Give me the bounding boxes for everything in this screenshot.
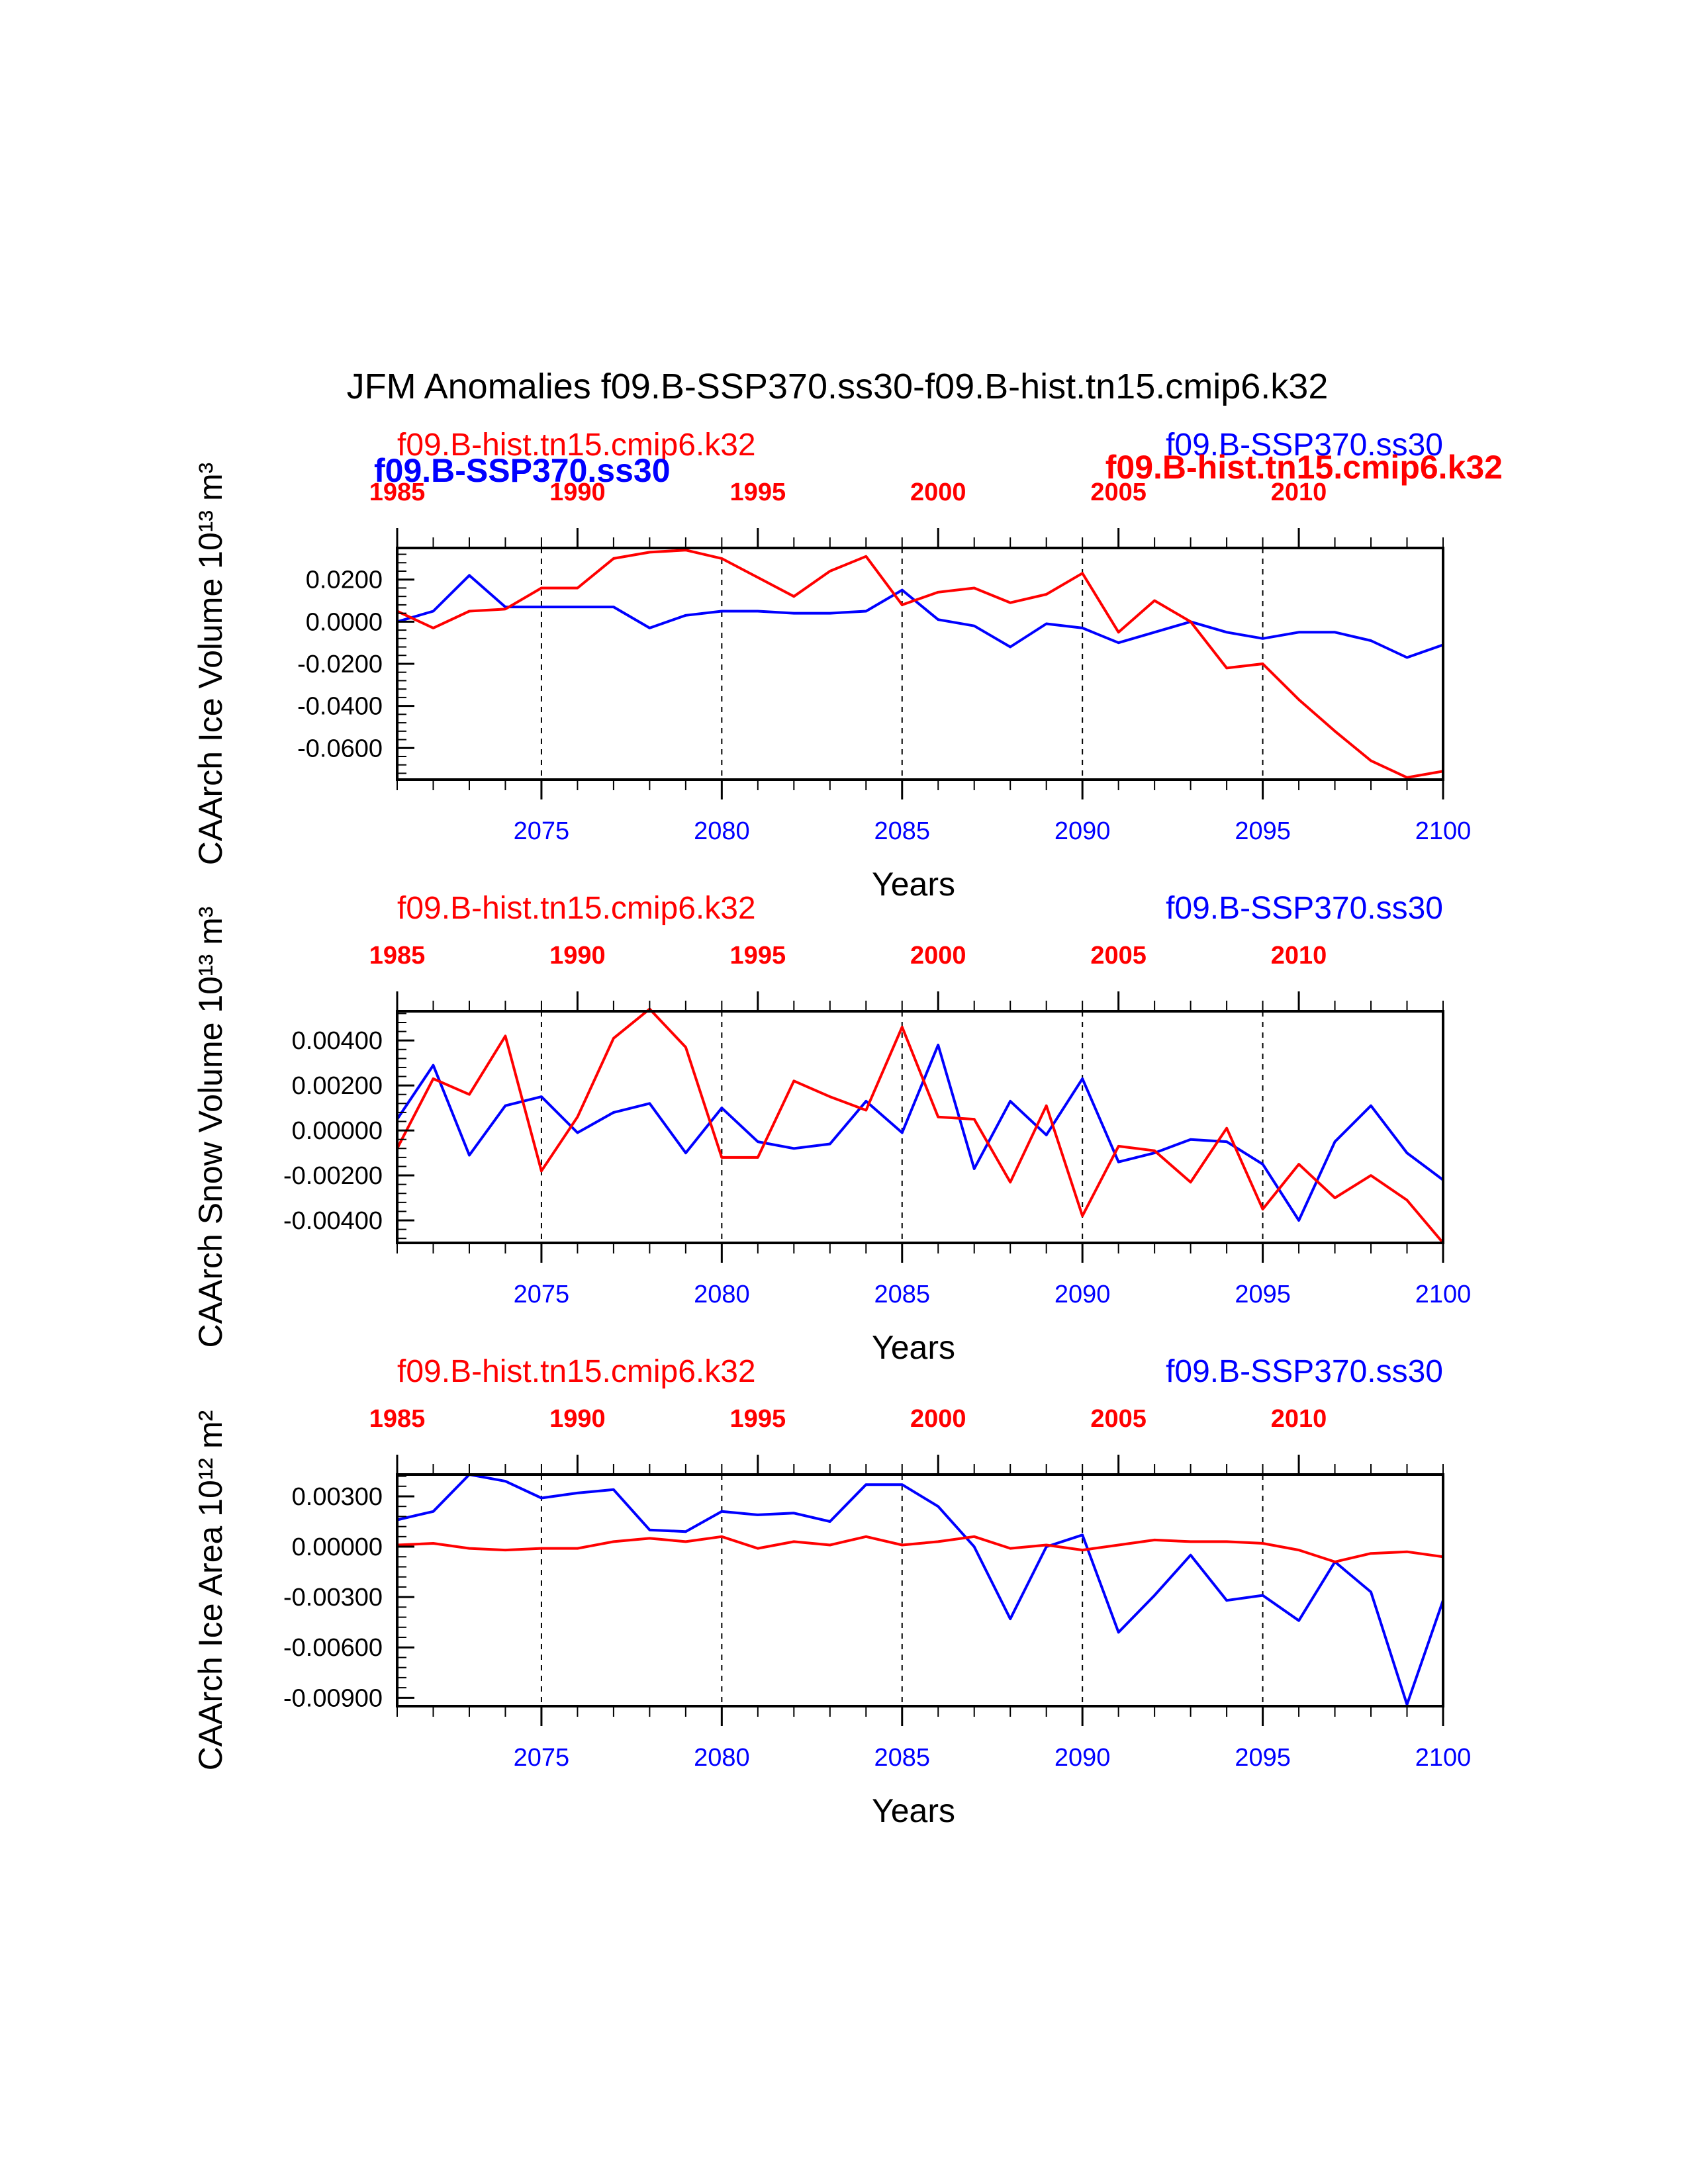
x-axis-label: Years [872, 1792, 955, 1829]
x-top-tick-label: 1995 [730, 942, 786, 970]
x-bottom-tick-label: 2085 [874, 817, 930, 845]
series-label-hist-bold: f09.B-hist.tn15.cmip6.k32 [1105, 449, 1503, 486]
y-tick-label: -0.00900 [283, 1684, 383, 1712]
x-bottom-tick-label: 2075 [514, 1744, 570, 1772]
x-axis-label: Years [872, 866, 955, 903]
y-tick-label: 0.00000 [292, 1533, 383, 1561]
x-top-tick-label: 2005 [1090, 1405, 1147, 1433]
x-bottom-tick-label: 2080 [694, 817, 750, 845]
x-top-tick-label: 2000 [910, 1405, 966, 1433]
y-tick-label: -0.00600 [283, 1634, 383, 1662]
series-label-ssp370: f09.B-SSP370.ss30 [1166, 428, 1443, 463]
series-label-hist: f09.B-hist.tn15.cmip6.k32 [397, 428, 756, 463]
x-top-tick-label: 1985 [369, 1405, 426, 1433]
x-bottom-tick-label: 2080 [694, 1281, 750, 1308]
x-top-tick-label: 1985 [369, 478, 426, 506]
chart-panels: 0.0200 0.0000 -0.0200 -0.0400 -0.0600 2075 208… [192, 428, 1503, 1829]
x-bottom-tick-label: 2090 [1055, 1281, 1111, 1308]
x-top-tick-label: 1990 [549, 942, 606, 970]
y-axis-label: CAArch Snow Volume 10¹³ m³ [192, 907, 229, 1348]
series-label-ssp370-bold: f09.B-SSP370.ss30 [374, 452, 671, 489]
x-bottom-tick-label: 2085 [874, 1281, 930, 1308]
x-top-tick-label: 2010 [1271, 1405, 1327, 1433]
y-tick-label: -0.0600 [297, 735, 383, 762]
series-label-ssp370: f09.B-SSP370.ss30 [1166, 1354, 1443, 1389]
y-tick-label: -0.00400 [283, 1207, 383, 1235]
plot-frame [396, 1473, 1444, 1707]
series-line-hist [397, 1535, 1444, 1563]
x-axis-label: Years [872, 1329, 955, 1366]
x-bottom-tick-label: 2080 [694, 1744, 750, 1772]
x-top-tick-label: 1985 [369, 942, 426, 970]
series-label-hist: f09.B-hist.tn15.cmip6.k32 [397, 1354, 756, 1389]
x-bottom-tick-label: 2090 [1055, 817, 1111, 845]
x-top-tick-label: 2010 [1271, 942, 1327, 970]
chart-panel-2: 0.00400 0.00200 0.00000 -0.00200 -0.00400 207… [192, 891, 1471, 1366]
chart-panel-3: 0.00300 0.00000 -0.00300 -0.00600 -0.00900 20… [192, 1354, 1471, 1829]
x-bottom-tick-label: 2095 [1235, 1281, 1291, 1308]
series-label-hist: f09.B-hist.tn15.cmip6.k32 [397, 891, 756, 926]
series-line-ssp370 [397, 1473, 1444, 1706]
y-axis-label: CAArch Ice Volume 10¹³ m³ [192, 463, 229, 866]
x-top-tick-label: 2005 [1090, 942, 1147, 970]
y-tick-label: 0.0200 [306, 567, 383, 594]
x-top-tick-label: 1990 [549, 478, 606, 506]
x-top-tick-label: 1995 [730, 478, 786, 506]
chart-panel-1: 0.0200 0.0000 -0.0200 -0.0400 -0.0600 2075 208… [192, 428, 1503, 903]
y-tick-label: -0.0400 [297, 693, 383, 721]
x-top-tick-label: 2000 [910, 942, 966, 970]
y-tick-label: 0.00400 [292, 1027, 383, 1055]
x-top-tick-label: 1995 [730, 1405, 786, 1433]
x-bottom-tick-label: 2075 [514, 1281, 570, 1308]
x-bottom-tick-label: 2075 [514, 817, 570, 845]
plot-frame [396, 1010, 1444, 1244]
y-tick-label: 0.0000 [306, 608, 383, 636]
x-bottom-tick-label: 2100 [1415, 1744, 1472, 1772]
x-top-tick-label: 2010 [1271, 478, 1327, 506]
y-tick-label: 0.00000 [292, 1117, 383, 1145]
series-line-hist [397, 549, 1444, 779]
y-tick-label: -0.00200 [283, 1162, 383, 1190]
y-tick-label: -0.0200 [297, 651, 383, 678]
series-label-ssp370: f09.B-SSP370.ss30 [1166, 891, 1443, 926]
series-line-hist [396, 1007, 1444, 1244]
x-bottom-tick-label: 2090 [1055, 1744, 1111, 1772]
y-tick-label: 0.00200 [292, 1072, 383, 1100]
y-axis-label: CAArch Ice Area 10¹² m² [192, 1410, 229, 1771]
plot-frame [396, 547, 1444, 781]
x-bottom-tick-label: 2100 [1415, 817, 1472, 845]
x-bottom-tick-label: 2100 [1415, 1281, 1472, 1308]
y-tick-label: -0.00300 [283, 1584, 383, 1612]
chart-title: JFM Anomalies f09.B-SSP370.ss30-f09.B-hi… [347, 367, 1329, 406]
x-top-tick-label: 2005 [1090, 478, 1147, 506]
x-bottom-tick-label: 2095 [1235, 1744, 1291, 1772]
x-bottom-tick-label: 2095 [1235, 817, 1291, 845]
series-line-ssp370 [397, 574, 1444, 659]
x-top-tick-label: 1990 [549, 1405, 606, 1433]
y-tick-label: 0.00300 [292, 1483, 383, 1511]
x-bottom-tick-label: 2085 [874, 1744, 930, 1772]
x-top-tick-label: 2000 [910, 478, 966, 506]
